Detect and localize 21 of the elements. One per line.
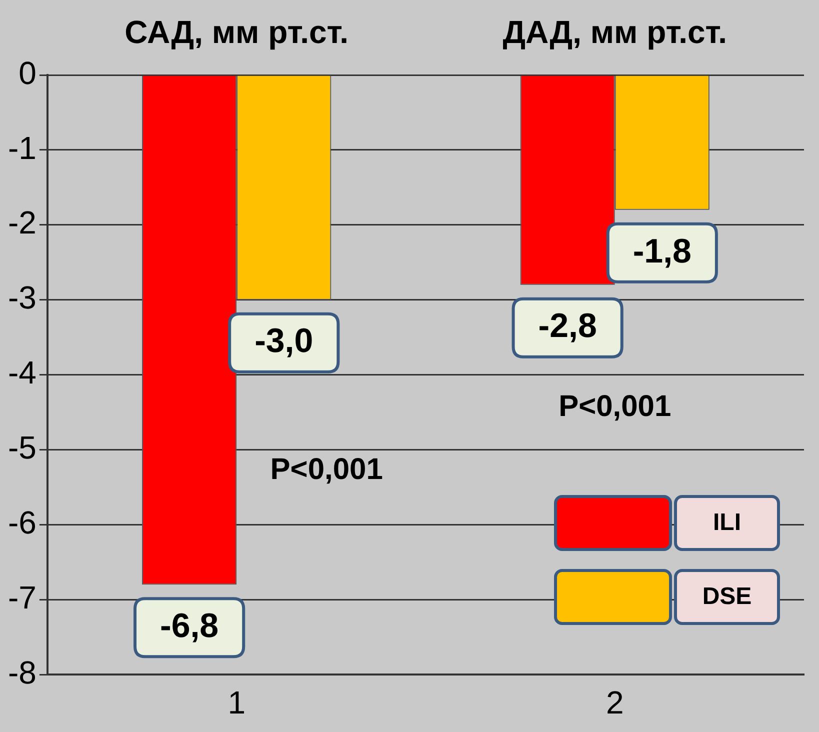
x-tick-label: 1 xyxy=(228,684,246,721)
y-tick-label: -5 xyxy=(8,430,36,466)
data-label: -6,8 xyxy=(160,607,219,646)
y-tick-label: -2 xyxy=(8,204,36,241)
y-tick-label: -8 xyxy=(8,654,36,690)
data-label: -1,8 xyxy=(632,232,692,270)
y-tick-label: -3 xyxy=(8,280,36,316)
text: САД, мм рт.ст. xyxy=(124,14,349,50)
data-label: -2,8 xyxy=(538,307,597,346)
y-tick-label: -4 xyxy=(8,354,36,391)
x-tick-label: 2 xyxy=(606,684,624,721)
annotation: P<0,001 xyxy=(558,390,672,424)
data-label: -3,0 xyxy=(254,322,314,360)
annotation: P<0,001 xyxy=(270,453,383,486)
text: ДАД, мм рт.ст. xyxy=(502,14,728,50)
y-tick-label: -6 xyxy=(8,504,36,541)
label-frame: ILI xyxy=(674,494,780,551)
y-tick-label: 0 xyxy=(18,54,36,91)
y-tick-label: -7 xyxy=(8,579,36,616)
label-frame: DSE xyxy=(674,568,780,625)
y-tick-label: -1 xyxy=(8,130,36,166)
